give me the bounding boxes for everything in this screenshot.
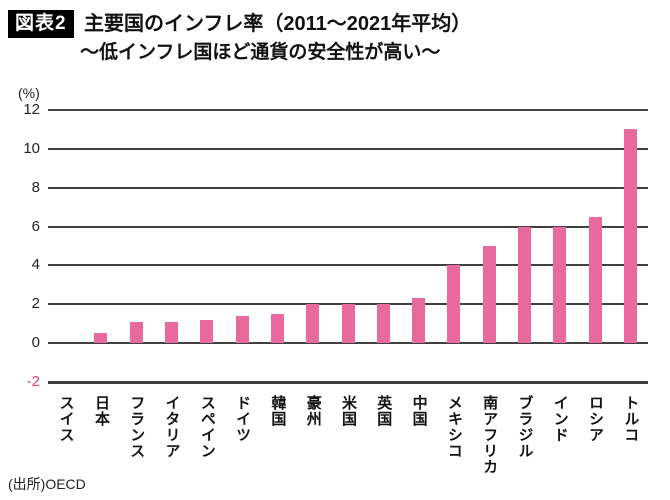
x-axis-label: トルコ bbox=[622, 395, 640, 443]
bar-インド bbox=[553, 226, 567, 344]
x-axis-label: 英国 bbox=[375, 395, 393, 427]
bar-ドイツ bbox=[235, 315, 249, 344]
x-axis-label: スイス bbox=[57, 395, 75, 443]
bar-トルコ bbox=[623, 129, 637, 344]
bar-フランス bbox=[129, 321, 143, 344]
x-axis-label: 日本 bbox=[92, 395, 110, 427]
y-axis-tick-label: 10 bbox=[23, 139, 40, 157]
y-axis-tick-label: 2 bbox=[31, 295, 40, 313]
gridline bbox=[48, 147, 648, 150]
y-axis-tick-label: 6 bbox=[31, 217, 40, 235]
y-axis-tick-label: 8 bbox=[31, 178, 40, 196]
x-axis-label: 韓国 bbox=[269, 395, 287, 427]
gridline bbox=[48, 109, 648, 111]
gridline bbox=[48, 342, 648, 345]
y-axis-unit-label: (%) bbox=[18, 85, 40, 101]
y-axis-tick-label: 0 bbox=[31, 334, 40, 352]
bar-南アフリカ bbox=[482, 246, 496, 344]
y-axis-tick-label: 4 bbox=[31, 256, 40, 274]
x-axis-label: 豪州 bbox=[304, 395, 322, 427]
x-axis-label: ドイツ bbox=[234, 395, 252, 443]
x-axis-label: イタリア bbox=[163, 395, 181, 459]
gridline bbox=[48, 380, 648, 384]
x-axis-label: インド bbox=[551, 395, 569, 443]
chart-subtitle: ～低インフレ国ほど通貨の安全性が高い～ bbox=[80, 42, 441, 63]
x-axis-label: メキシコ bbox=[445, 395, 463, 459]
bar-日本 bbox=[94, 333, 108, 344]
bar-ブラジル bbox=[517, 226, 531, 344]
bar-米国 bbox=[341, 304, 355, 344]
y-axis-tick-label: 12 bbox=[23, 101, 40, 118]
x-axis-label: フランス bbox=[128, 395, 146, 459]
x-axis-label: ロシア bbox=[587, 395, 605, 443]
bar-メキシコ bbox=[447, 265, 461, 344]
figure-number-badge: 図表2 bbox=[8, 10, 74, 38]
x-axis-label: 南アフリカ bbox=[481, 395, 499, 475]
bar-イタリア bbox=[165, 321, 179, 344]
bar-英国 bbox=[376, 304, 390, 344]
bar-スペイン bbox=[200, 319, 214, 344]
bar-豪州 bbox=[306, 304, 320, 344]
bar-中国 bbox=[412, 298, 426, 344]
y-axis-tick-label: -2 bbox=[26, 373, 40, 390]
chart-title: 主要国のインフレ率（2011～2021年平均） bbox=[84, 13, 472, 35]
gridline bbox=[48, 186, 648, 189]
gridline bbox=[48, 225, 648, 228]
x-axis-label: ブラジル bbox=[516, 395, 534, 459]
gridline bbox=[48, 264, 648, 267]
source-note: (出所)OECD bbox=[8, 476, 86, 492]
bar-ロシア bbox=[588, 216, 602, 344]
x-axis-label: 米国 bbox=[340, 395, 357, 427]
bar-韓国 bbox=[270, 314, 284, 344]
x-axis-label: 中国 bbox=[410, 395, 428, 427]
bar-chart-plot-area bbox=[48, 109, 648, 384]
x-axis-label: スペイン bbox=[198, 395, 216, 459]
